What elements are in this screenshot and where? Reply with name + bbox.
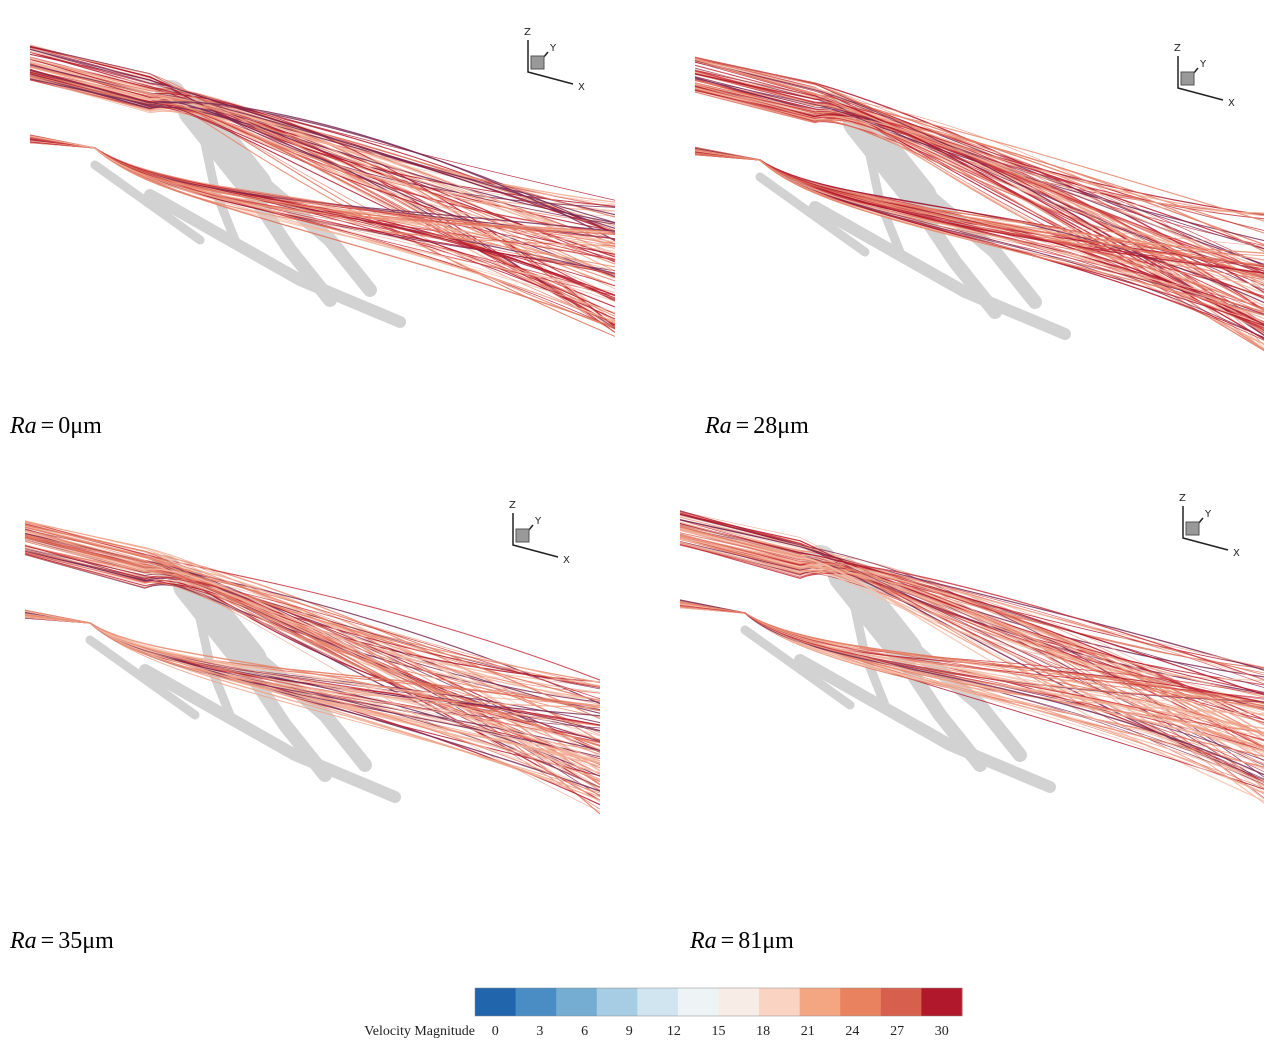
axis-label: X	[1228, 98, 1235, 109]
colorbar-tick-label: 0	[492, 1024, 499, 1039]
caption-symbol: Ra	[9, 928, 37, 954]
colorbar-swatch	[475, 988, 516, 1016]
caption-value: 35μm	[58, 928, 114, 954]
colorbar-swatch	[678, 988, 719, 1016]
axis-label: Z	[1174, 43, 1181, 54]
axis-label: Y	[534, 516, 542, 527]
colorbar-swatch	[759, 988, 800, 1016]
streamlines	[695, 57, 1264, 351]
streamline	[680, 601, 1264, 702]
figure: ZYXRa=0μmZYXRa=28μmZYXRa=35μmZYXRa=81μm0…	[0, 0, 1264, 1041]
colorbar-swatch	[637, 988, 678, 1016]
colorbar-swatch	[921, 988, 962, 1016]
colorbar-swatch	[800, 988, 841, 1016]
triad-cube	[1186, 522, 1199, 535]
axis-label: Z	[509, 500, 516, 511]
colorbar-tick-label: 27	[890, 1024, 904, 1039]
streamline	[680, 602, 1264, 732]
axis-label: Y	[549, 43, 557, 54]
colorbar-swatch	[840, 988, 881, 1016]
axis-label: Z	[524, 27, 531, 38]
caption: Ra=81μm	[689, 928, 794, 954]
caption-value: 0μm	[58, 413, 102, 439]
colorbar-tick-label: 3	[536, 1024, 543, 1039]
caption: Ra=35μm	[9, 928, 114, 954]
caption: Ra=28μm	[704, 413, 809, 439]
caption-operator: =	[41, 928, 55, 954]
caption-operator: =	[736, 413, 750, 439]
panel	[25, 521, 600, 814]
colorbar-tick-label: 18	[756, 1024, 770, 1039]
colorbar-tick-label: 30	[935, 1024, 949, 1039]
axis-label: Z	[1179, 493, 1186, 504]
colorbar-swatch	[516, 988, 557, 1016]
axis-label: Y	[1199, 59, 1207, 70]
caption-operator: =	[41, 413, 55, 439]
axis-label: X	[578, 82, 585, 93]
axis-label: X	[1233, 548, 1240, 559]
triad-cube	[1181, 72, 1194, 85]
caption-value: 81μm	[738, 928, 794, 954]
colorbar-tick-label: 24	[845, 1024, 859, 1039]
colorbar-tick-label: 9	[626, 1024, 633, 1039]
colorbar-swatch	[556, 988, 597, 1016]
colorbar-tick-label: 15	[712, 1024, 726, 1039]
panel	[30, 45, 615, 336]
caption-value: 28μm	[753, 413, 809, 439]
caption-symbol: Ra	[689, 928, 717, 954]
axis-label: Y	[1204, 509, 1212, 520]
colorbar-swatch	[597, 988, 638, 1016]
caption: Ra=0μm	[9, 413, 102, 439]
triad-cube	[516, 529, 529, 542]
colorbar-title: Velocity Magnitude	[364, 1024, 475, 1039]
caption-symbol: Ra	[9, 413, 37, 439]
triad-cube	[531, 56, 544, 69]
panel	[695, 57, 1264, 351]
colorbar-swatch	[881, 988, 922, 1016]
colorbar-swatch	[719, 988, 760, 1016]
colorbar-tick-label: 21	[801, 1024, 815, 1039]
colorbar-tick-label: 6	[581, 1024, 588, 1039]
caption-symbol: Ra	[704, 413, 732, 439]
streamline	[680, 523, 1264, 716]
axis-label: X	[563, 555, 570, 566]
colorbar-tick-label: 12	[667, 1024, 681, 1039]
panel	[680, 511, 1264, 804]
caption-operator: =	[721, 928, 735, 954]
streamline	[25, 545, 600, 747]
streamline	[680, 543, 1264, 770]
